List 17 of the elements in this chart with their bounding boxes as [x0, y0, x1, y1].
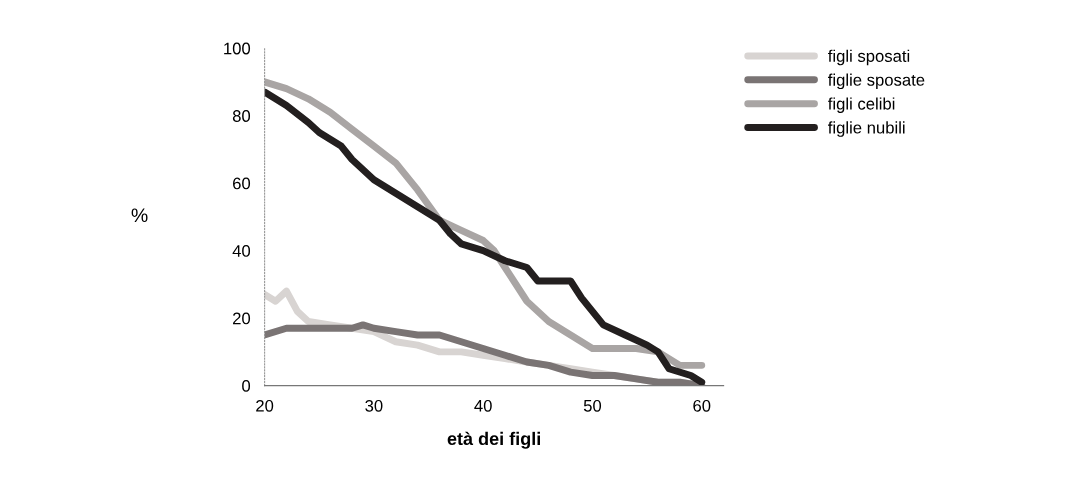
y-tick-label: 0: [242, 380, 251, 392]
x-tick-label: 40: [474, 399, 492, 412]
x-tick-label: 20: [256, 399, 274, 412]
legend-label: figlie nubili: [828, 121, 905, 137]
legend-label: figli sposati: [828, 49, 910, 66]
x-tick-label: 60: [693, 399, 711, 412]
x-axis-title: età dei figli: [447, 431, 540, 449]
x-tick-label: 30: [365, 399, 383, 412]
x-tick-label: 50: [583, 399, 602, 412]
y-tick-label: 80: [232, 110, 251, 122]
legend-label: figli celibi: [828, 97, 895, 113]
y-tick-label: 40: [232, 245, 251, 257]
y-tick-label: 60: [233, 177, 251, 190]
y-tick-label: 100: [224, 42, 251, 55]
y-tick-label: 20: [233, 312, 251, 325]
y-axis-title: %: [131, 208, 148, 223]
legend-label: figlie sposate: [828, 73, 925, 90]
